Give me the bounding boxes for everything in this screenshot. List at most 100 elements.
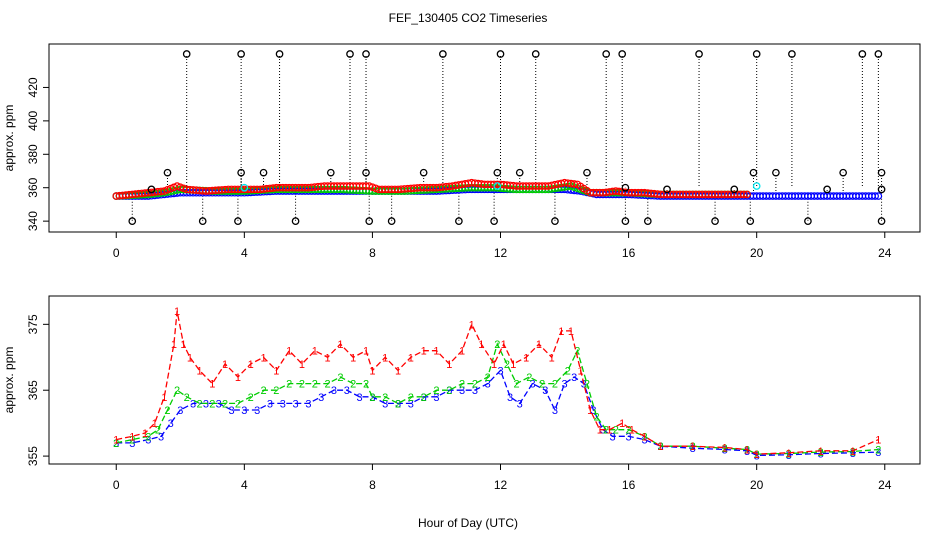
- series-1-marker: 1: [286, 346, 292, 358]
- x-tick-label: 24: [878, 246, 892, 260]
- series-3-marker: 3: [571, 372, 577, 384]
- series-3-marker: 3: [472, 385, 478, 397]
- series-2-marker: 2: [446, 385, 452, 397]
- y-tick-label: 365: [26, 380, 40, 400]
- spike-point: [583, 168, 591, 177]
- series-1-marker: 1: [382, 352, 388, 364]
- series-2-marker: 2: [222, 398, 228, 410]
- series-1-marker: 1: [187, 352, 193, 364]
- spike-point: [730, 185, 739, 194]
- series-2-marker: 2: [613, 425, 619, 437]
- series-2-marker: 2: [363, 379, 369, 391]
- series-1-marker: 1: [350, 352, 356, 364]
- spike-point: [493, 168, 502, 177]
- series-1-marker: 1: [180, 339, 186, 351]
- spike-point: [326, 168, 335, 177]
- series-1-marker: 1: [536, 339, 542, 351]
- series-2-marker: 2: [594, 412, 600, 424]
- series-1-marker: 1: [129, 431, 135, 443]
- y-tick-label: 360: [26, 177, 40, 197]
- series-2-marker: 2: [155, 425, 161, 437]
- series-3-marker: 3: [875, 447, 881, 459]
- series-1-marker: 1: [568, 326, 574, 338]
- series-1-marker: 1: [491, 359, 497, 371]
- spike-point: [772, 168, 780, 177]
- series-3-marker: 3: [318, 392, 324, 404]
- series-2-marker: 2: [754, 449, 760, 461]
- series-2-marker: 2: [299, 379, 305, 391]
- series-1-marker: 1: [818, 446, 824, 458]
- series-1-marker: 1: [642, 431, 648, 443]
- x-tick-label: 20: [750, 478, 764, 492]
- x-tick-label: 16: [622, 478, 636, 492]
- series-2-marker: 2: [421, 392, 427, 404]
- series-1-marker: 1: [325, 352, 331, 364]
- spike-point: [531, 50, 540, 58]
- series-1-marker: 1: [433, 346, 439, 358]
- series-2-marker: 2: [209, 398, 215, 410]
- spike-point: [362, 50, 370, 58]
- series-1-marker: 1: [501, 339, 507, 351]
- series-1-marker: 1: [337, 339, 343, 351]
- spike-point: [234, 217, 242, 225]
- series-1-point: [743, 190, 751, 199]
- series-1-marker: 1: [248, 359, 254, 371]
- series-3-marker: 3: [529, 379, 535, 391]
- series-1-marker: 1: [459, 346, 465, 358]
- series-1-marker: 1: [549, 352, 555, 364]
- series-3-marker: 3: [517, 398, 523, 410]
- spike-point: [839, 168, 847, 177]
- series-3-marker: 3: [552, 405, 558, 417]
- series-2-marker: 2: [395, 398, 401, 410]
- spike-point: [858, 50, 867, 58]
- series-3-marker: 3: [590, 405, 596, 417]
- series-1-marker: 1: [369, 365, 375, 377]
- series-3-marker: 3: [744, 446, 750, 458]
- series-3-marker: 3: [459, 385, 465, 397]
- x-tick-label: 0: [113, 478, 120, 492]
- series-3-marker: 3: [293, 398, 299, 410]
- series-3-marker: 3: [228, 405, 234, 417]
- series-3-marker: 3: [190, 398, 196, 410]
- series-1-marker: 1: [222, 359, 228, 371]
- series-2-marker: 2: [658, 441, 664, 453]
- spike-point: [752, 50, 761, 58]
- x-tick-label: 8: [369, 246, 376, 260]
- series-1-marker: 1: [196, 365, 202, 377]
- series-3-marker: 3: [168, 418, 174, 430]
- series-3-marker: 3: [433, 392, 439, 404]
- series-1-line: [116, 311, 879, 455]
- spike-point: [439, 50, 447, 58]
- series-3-marker: 3: [581, 379, 587, 391]
- y-tick-label: 355: [26, 446, 40, 466]
- series-3-marker: 3: [408, 398, 414, 410]
- series-3-marker: 3: [497, 365, 503, 377]
- series-3-marker: 3: [344, 385, 350, 397]
- series-2-marker: 2: [312, 379, 318, 391]
- y-tick-label: 340: [26, 211, 40, 231]
- series-2-marker: 2: [248, 392, 254, 404]
- series-1-marker: 1: [606, 425, 612, 437]
- spike-point: [237, 50, 245, 58]
- spike-point: [455, 217, 463, 225]
- series-1-marker: 1: [142, 428, 148, 440]
- series-2-marker: 2: [196, 398, 202, 410]
- series-2-marker: 2: [433, 385, 439, 397]
- series-1-marker: 1: [209, 379, 215, 391]
- series-2-marker: 2: [485, 372, 491, 384]
- x-axis-label: Hour of Day (UTC): [418, 516, 518, 530]
- spike-point: [275, 50, 284, 58]
- spike-point: [128, 217, 137, 225]
- series-1-point: [173, 182, 181, 190]
- series-3-marker: 3: [850, 448, 856, 460]
- series-3-marker: 3: [786, 450, 792, 462]
- series-3-marker: 3: [610, 431, 616, 443]
- series-1-marker: 1: [578, 365, 584, 377]
- series-3-marker: 3: [177, 405, 183, 417]
- spike-point: [877, 217, 886, 225]
- spike-point: [147, 185, 156, 194]
- spike-point: [823, 185, 831, 194]
- spike-point: [618, 50, 627, 58]
